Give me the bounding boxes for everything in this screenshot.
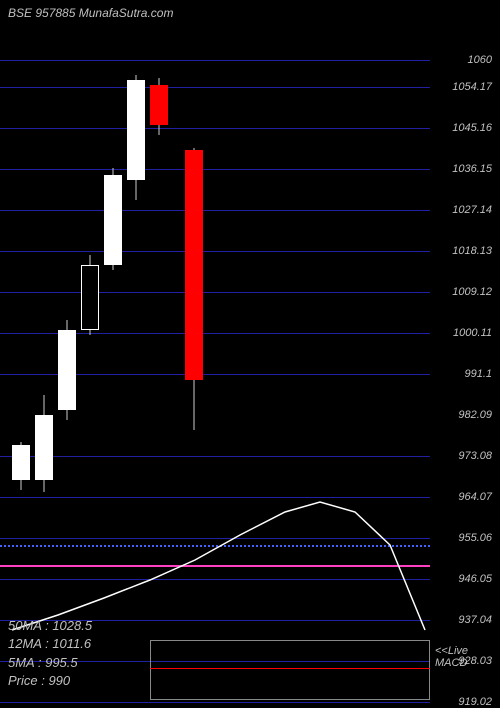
y-axis-label: 982.09 bbox=[458, 409, 492, 421]
chart-area bbox=[0, 20, 430, 680]
y-axis-label: 1009.12 bbox=[452, 286, 492, 298]
live-text: <<Live bbox=[435, 645, 468, 657]
site-label: MunafaSutra.com bbox=[79, 6, 174, 20]
macd-label: <<Live MACD bbox=[435, 645, 468, 669]
y-axis-label: 946.05 bbox=[458, 573, 492, 585]
chart-header: BSE 957885 MunafaSutra.com bbox=[8, 6, 173, 20]
y-axis-label: 1000.11 bbox=[453, 327, 492, 339]
y-axis-label: 937.04 bbox=[458, 614, 492, 626]
ma5-label: 5MA : 995.5 bbox=[8, 654, 92, 672]
indicator-svg bbox=[0, 20, 430, 700]
y-axis-label: 973.08 bbox=[458, 450, 492, 462]
macd-box bbox=[150, 640, 430, 700]
price-label: Price : 990 bbox=[8, 672, 92, 690]
y-axis-label: 1018.13 bbox=[452, 245, 492, 257]
y-axis-label: 1060 bbox=[468, 54, 492, 66]
macd-text: MACD bbox=[435, 657, 468, 669]
y-axis-label: 1036.15 bbox=[452, 163, 492, 175]
y-axis-label: 991.1 bbox=[464, 368, 492, 380]
info-box: 50MA : 1028.5 12MA : 1011.6 5MA : 995.5 … bbox=[8, 617, 92, 690]
y-axis-label: 1045.16 bbox=[452, 122, 492, 134]
ma50-label: 50MA : 1028.5 bbox=[8, 617, 92, 635]
chart-container: BSE 957885 MunafaSutra.com 1060 1054.17 10… bbox=[0, 0, 500, 700]
ticker-label: BSE 957885 bbox=[8, 6, 75, 20]
macd-red-line bbox=[150, 668, 430, 669]
y-axis-label: 1027.14 bbox=[452, 204, 492, 216]
y-axis-label: 919.02 bbox=[458, 696, 492, 708]
indicator-line bbox=[12, 502, 425, 630]
y-axis-label: 955.06 bbox=[458, 532, 492, 544]
ma12-label: 12MA : 1011.6 bbox=[8, 635, 92, 653]
y-axis-label: 1054.17 bbox=[452, 81, 492, 93]
grid-line bbox=[0, 702, 430, 703]
y-axis-label: 964.07 bbox=[458, 491, 492, 503]
